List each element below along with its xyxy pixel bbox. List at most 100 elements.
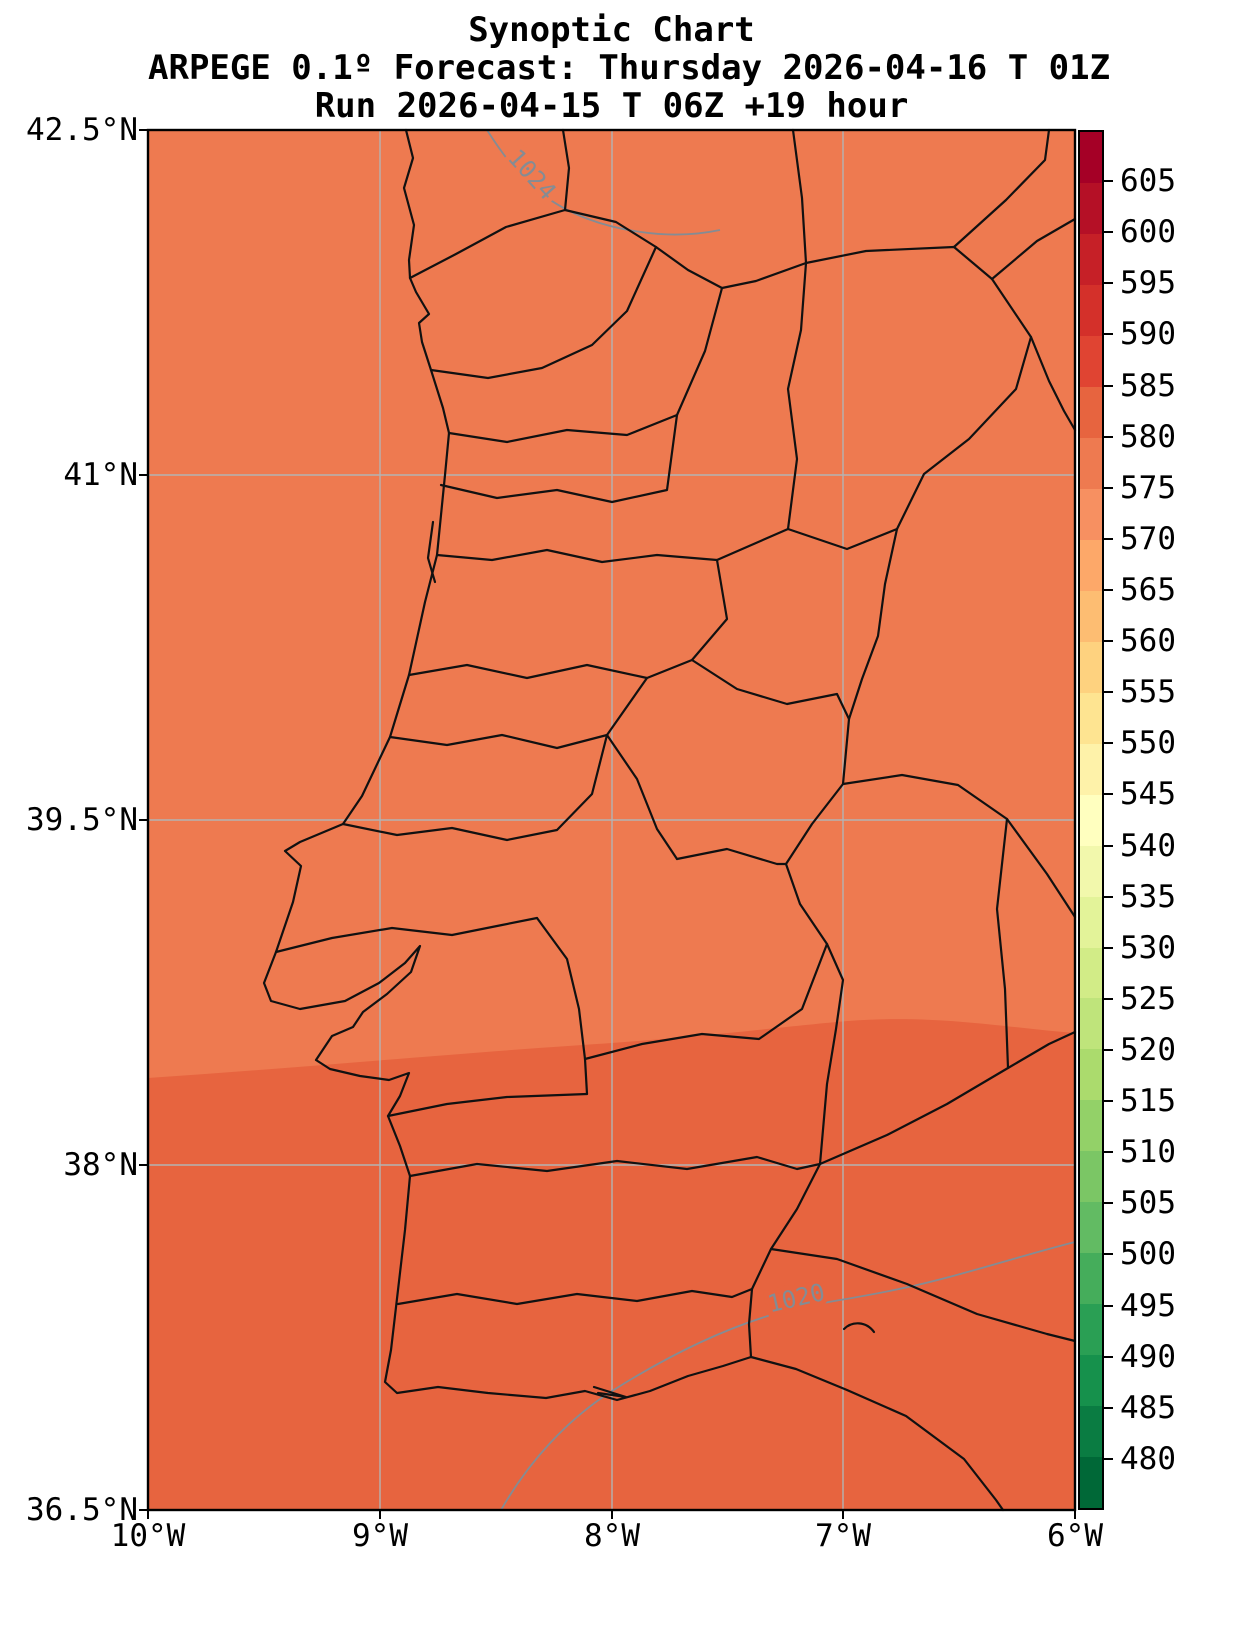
colorbar-tick-label: 575 <box>1120 469 1176 506</box>
title-block: Synoptic Chart ARPEGE 0.1º Forecast: Thu… <box>148 11 1111 126</box>
colorbar-tick-label: 595 <box>1120 265 1176 302</box>
district-path <box>605 733 679 861</box>
boundary-path <box>818 1030 1077 1166</box>
colorbar-tick-label: 535 <box>1120 878 1176 915</box>
boundary-path <box>791 128 808 265</box>
district-path <box>435 527 899 564</box>
colorbar-tick <box>1104 1100 1113 1103</box>
colorbar-tick <box>1104 282 1113 285</box>
colorbar-segment <box>1080 1355 1102 1407</box>
colorbar-tick-label: 530 <box>1120 929 1176 966</box>
district-path <box>396 1287 754 1306</box>
district-path <box>675 847 788 866</box>
colorbar-tick-label: 510 <box>1120 1134 1176 1171</box>
district-path <box>439 413 679 504</box>
colorbar-segment <box>1080 947 1102 999</box>
colorbar-tick-label: 505 <box>1120 1185 1176 1222</box>
colorbar-tick-label: 570 <box>1120 520 1176 557</box>
ria-formosa-path <box>592 1385 628 1399</box>
boundary-path <box>841 773 1077 919</box>
boundary-path <box>561 128 571 212</box>
colorbar-segment <box>1080 539 1102 591</box>
colorbar-tick-label: 500 <box>1120 1236 1176 1273</box>
map-plot: 1024 1020 <box>139 128 1077 1519</box>
district-path <box>408 1155 822 1178</box>
chart-run-line: Run 2026-04-15 T 06Z +19 hour <box>314 86 909 126</box>
colorbar-tick-label: 540 <box>1120 827 1176 864</box>
district-path <box>274 916 539 954</box>
colorbar-tick-label: 585 <box>1120 367 1176 404</box>
colorbar-tick-label: 485 <box>1120 1389 1176 1426</box>
colorbar-tick <box>1104 384 1113 387</box>
border-path <box>408 208 1033 1359</box>
colorbar-tick <box>1104 997 1113 1000</box>
colorbar-segment <box>1080 1049 1102 1101</box>
colorbar-segment <box>1080 1151 1102 1203</box>
chart-subtitle: ARPEGE 0.1º Forecast: Thursday 2026-04-1… <box>148 48 1111 88</box>
lat-tick-label: 42.5°N <box>26 112 138 148</box>
district-path <box>388 676 649 750</box>
colorbar-tick-label: 560 <box>1120 623 1176 660</box>
colorbar-tick <box>1104 486 1113 489</box>
lat-tick-label: 41°N <box>63 457 138 493</box>
colorbar-tick <box>1104 895 1113 898</box>
coastline-path <box>262 128 1005 1512</box>
boundary-path <box>952 128 1051 249</box>
colorbar-segment <box>1080 437 1102 489</box>
boundary-path <box>769 1247 1077 1343</box>
lon-tick-label: 10°W <box>110 1518 186 1554</box>
colorbar-segment <box>1080 488 1102 540</box>
colorbar-segment <box>1080 794 1102 846</box>
colorbar-tick <box>1104 844 1113 847</box>
colorbar-tick <box>1104 589 1113 591</box>
isobar-1024-line <box>486 129 721 236</box>
colorbar-segment <box>1080 743 1102 795</box>
colorbar-segment <box>1080 845 1102 897</box>
colorbar-tick <box>1104 231 1113 234</box>
colorbar-segment <box>1080 1253 1102 1305</box>
colorbar-segment <box>1080 1202 1102 1254</box>
colorbar-tick <box>1104 793 1113 796</box>
colorbar-tick-label: 515 <box>1120 1083 1176 1120</box>
lat-tick-label: 38°N <box>63 1147 138 1183</box>
colorbar-segment <box>1080 692 1102 744</box>
colorbar-tick-label: 520 <box>1120 1032 1176 1068</box>
boundary-path <box>990 217 1077 281</box>
colorbar-segment <box>1080 998 1102 1050</box>
district-path <box>690 658 851 721</box>
colorbar-tick-label: 605 <box>1120 163 1176 200</box>
district-path <box>386 1092 589 1118</box>
colorbar-segment <box>1080 1100 1102 1152</box>
boundary-path <box>995 817 1010 1070</box>
colorbar-tick <box>1104 1355 1113 1358</box>
district-path <box>407 558 729 680</box>
colorbar-tick-label: 490 <box>1120 1338 1176 1375</box>
colorbar-segments <box>1078 130 1104 1510</box>
lon-tick-label: 6°W <box>1047 1518 1103 1554</box>
colorbar-tick <box>1104 1457 1113 1460</box>
lon-tick-label: 8°W <box>584 1518 640 1554</box>
colorbar-segment <box>1080 284 1102 336</box>
colorbar-tick <box>1104 1253 1113 1256</box>
colorbar-tick-label: 555 <box>1120 674 1176 711</box>
lon-tick-label: 9°W <box>352 1518 408 1554</box>
isobar-contours <box>486 129 1076 1511</box>
district-path <box>341 733 609 842</box>
colorbar-tick <box>1104 946 1113 949</box>
colorbar-tick <box>1104 1049 1113 1051</box>
axis-ticks <box>139 129 1076 1519</box>
colorbar-tick <box>1104 1406 1113 1409</box>
boundary-path <box>1029 335 1077 432</box>
district-path <box>447 286 724 444</box>
cadiz-inlet-path <box>842 1322 876 1334</box>
colorbar-tick-label: 495 <box>1120 1287 1176 1324</box>
colorbar-tick-label: 565 <box>1120 572 1176 608</box>
colorbar-tick-label: 590 <box>1120 316 1176 353</box>
district-path <box>429 245 658 380</box>
plot-frame <box>146 128 1077 1512</box>
graticule <box>148 130 1075 1510</box>
colorbar-segment <box>1080 335 1102 387</box>
colorbar-tick-label: 525 <box>1120 980 1176 1017</box>
district-path <box>786 261 808 531</box>
